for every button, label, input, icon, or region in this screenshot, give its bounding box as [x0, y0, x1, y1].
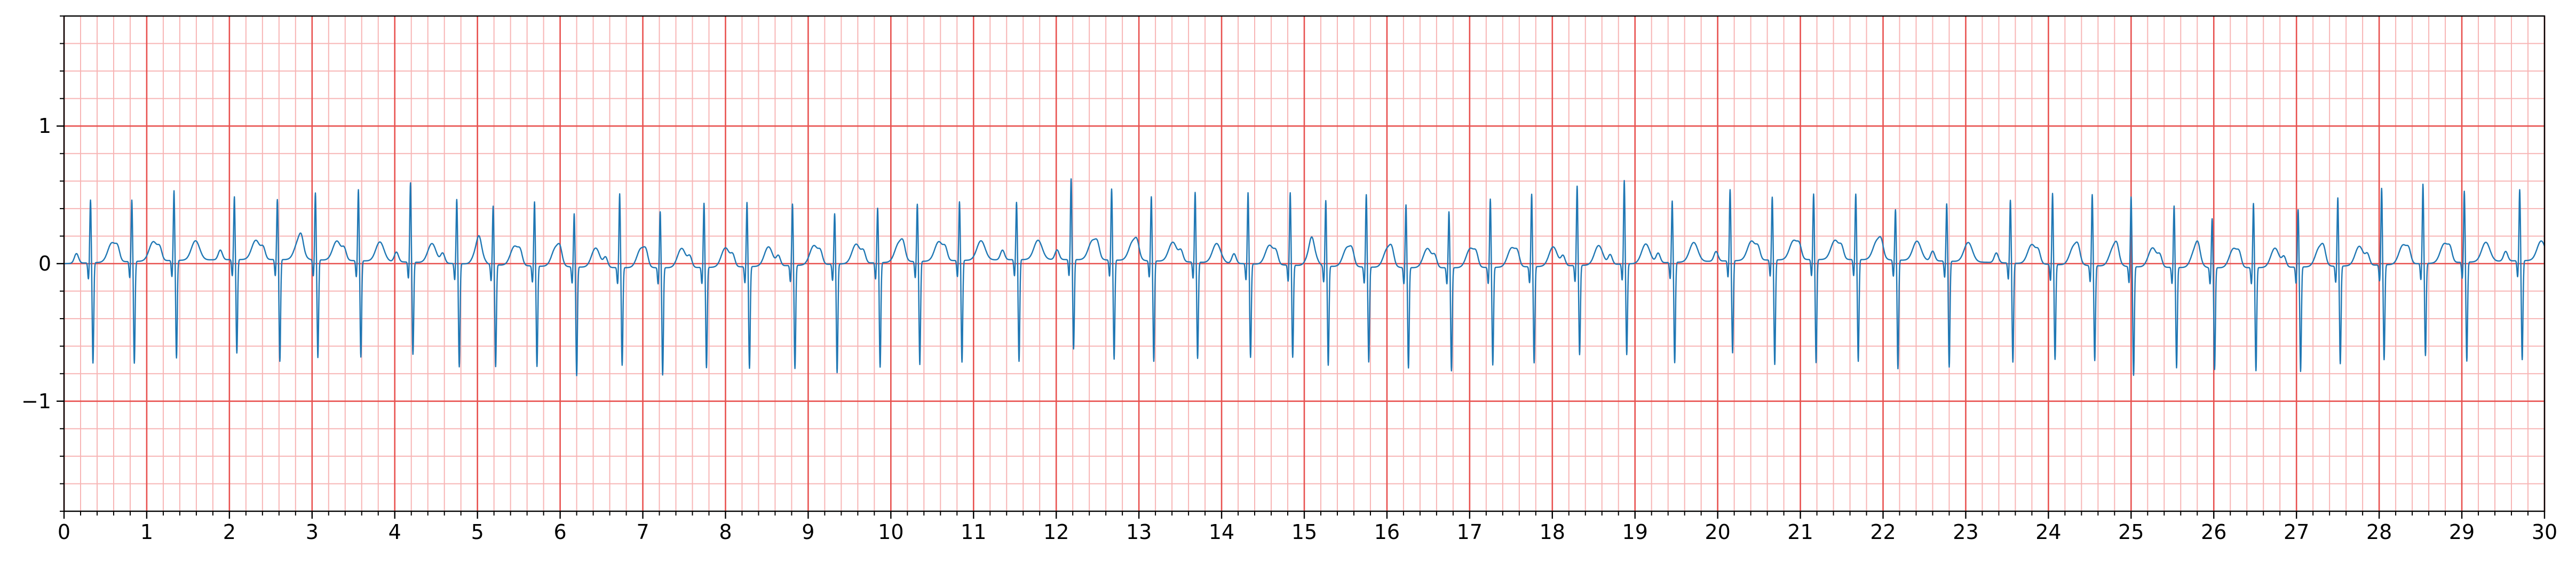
x-tick-label: 12 — [1043, 520, 1069, 544]
y-tick-label: −1 — [21, 390, 51, 413]
x-tick-label: 2 — [223, 520, 236, 544]
x-tick-label: 3 — [306, 520, 319, 544]
x-tick-label: 18 — [1540, 520, 1565, 544]
x-tick-label: 11 — [961, 520, 986, 544]
x-tick-label: 23 — [1953, 520, 1978, 544]
x-tick-label: 29 — [2449, 520, 2475, 544]
y-tick-label: 0 — [38, 252, 51, 275]
tick-marks — [57, 15, 2546, 519]
x-tick-label: 19 — [1622, 520, 1648, 544]
x-tick-label: 30 — [2532, 520, 2557, 544]
x-tick-label: 22 — [1870, 520, 1896, 544]
x-tick-label: 1 — [140, 520, 153, 544]
x-tick-label: 7 — [636, 520, 649, 544]
y-tick-label: 1 — [38, 114, 51, 138]
x-tick-label: 26 — [2201, 520, 2226, 544]
x-tick-label: 4 — [389, 520, 401, 544]
x-tick-label: 6 — [554, 520, 567, 544]
x-tick-labels: 0 1 2 3 4 5 6 7 8 9 10 11 12 13 14 15 16 17 18 19 20 21 22 23 24… — [58, 520, 2557, 544]
x-tick-label: 14 — [1209, 520, 1234, 544]
ecg-trace-line — [64, 178, 2546, 377]
x-tick-label: 9 — [802, 520, 814, 544]
x-tick-label: 20 — [1705, 520, 1730, 544]
ecg-trace-group — [64, 178, 2546, 377]
x-tick-label: 13 — [1126, 520, 1152, 544]
x-tick-label: 24 — [2035, 520, 2061, 544]
x-tick-label: 10 — [878, 520, 903, 544]
x-tick-label: 27 — [2284, 520, 2309, 544]
major-grid — [63, 16, 2546, 511]
x-tick-label: 8 — [719, 520, 732, 544]
x-tick-label: 25 — [2118, 520, 2144, 544]
x-tick-label: 5 — [471, 520, 484, 544]
x-tick-label: 15 — [1291, 520, 1317, 544]
x-tick-label: 16 — [1374, 520, 1400, 544]
y-tick-labels: −1 0 1 — [21, 114, 51, 413]
x-tick-label: 28 — [2366, 520, 2392, 544]
x-tick-label: 0 — [58, 520, 70, 544]
x-tick-label: 17 — [1457, 520, 1483, 544]
x-tick-label: 21 — [1787, 520, 1813, 544]
